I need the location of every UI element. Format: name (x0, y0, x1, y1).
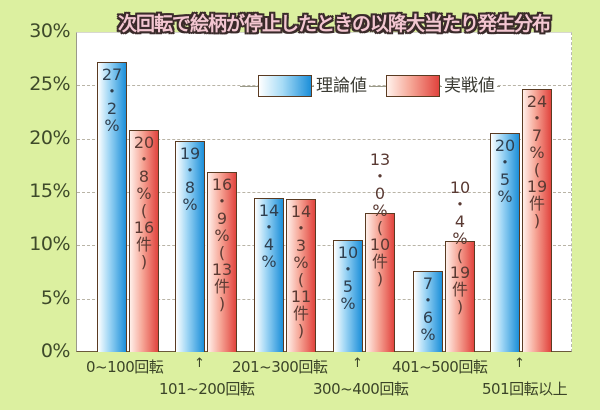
y-tick-label: 5% (40, 286, 71, 309)
bar-value-label: 24 ・ 7 % ( 19 件 ) (526, 91, 548, 230)
y-tick-label: 10% (29, 233, 70, 256)
bar-actual (445, 241, 475, 352)
x-label-pointer-arrow-icon: ↑ (514, 356, 525, 371)
x-label-pointer-arrow-icon: ↑ (194, 356, 205, 371)
gridline (77, 138, 571, 140)
y-tick-label: 30% (29, 20, 70, 42)
x-tick-label: 300~400回転 (313, 380, 409, 398)
bar-actual (129, 130, 159, 352)
x-tick-label: 0~100回転 (86, 358, 164, 376)
legend-guide-line (240, 86, 500, 87)
chart-title: 次回転で絵柄が停止したときの以降大当たり発生分布 (118, 13, 551, 35)
legend-label-theoretical: 理論値 (314, 75, 369, 97)
bar-theoretical (333, 240, 363, 352)
bar-value-label: 27 ・ 2 % (101, 64, 123, 135)
x-tick-label: 201~300回転 (232, 358, 328, 376)
bar-value-label: 10 ・ 4 % ( 19 件 ) (449, 178, 471, 317)
bar-value-label: 14 ・ 4 % (258, 201, 280, 272)
bar-actual (522, 88, 552, 352)
bar-theoretical (413, 270, 443, 352)
bar-value-label: 13 ・ 0 % ( 10 件 ) (369, 150, 391, 289)
bar-value-label: 19 ・ 8 % (179, 143, 201, 214)
bar-value-label: 20 ・ 8 % ( 16 件 ) (133, 133, 155, 272)
bar-actual (286, 199, 316, 352)
x-tick-label: 101~200回転 (159, 380, 255, 398)
gridline (77, 245, 571, 247)
bar-value-label: 10 ・ 5 % (337, 243, 359, 313)
y-tick-label: 15% (29, 180, 70, 202)
x-label-pointer-arrow-icon: ↑ (352, 356, 363, 371)
bar-theoretical (97, 61, 127, 352)
bar-value-label: 16 ・ 9 % ( 13 件 ) (211, 174, 233, 313)
bar-value-label: 7 ・ 6 % (419, 273, 436, 344)
bar-actual (365, 213, 395, 352)
legend-swatch-actual (386, 75, 440, 97)
x-tick-label: 501回転以上 (482, 380, 568, 398)
bar-theoretical (490, 133, 520, 352)
bar-theoretical (254, 198, 284, 352)
legend-swatch-theoretical (258, 75, 312, 97)
y-tick-label: 25% (29, 73, 70, 96)
y-tick-label: 20% (29, 126, 70, 149)
legend-label-actual: 実戦値 (442, 75, 497, 97)
bar-value-label: 14 ・ 3 % ( 11 件 ) (290, 202, 312, 341)
gridline (77, 298, 571, 300)
gridline (77, 192, 571, 193)
bar-actual (207, 171, 237, 352)
x-tick-label: 401~500回転 (392, 358, 488, 376)
bar-theoretical (175, 140, 205, 352)
y-tick-label: 0% (40, 340, 71, 362)
bar-value-label: 20 ・ 5 % (494, 136, 516, 207)
